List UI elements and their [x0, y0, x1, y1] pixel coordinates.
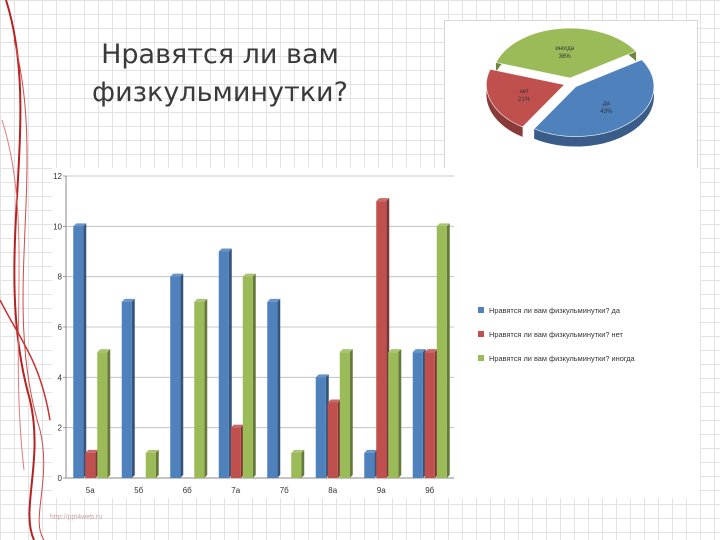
bar-top-3-1: [230, 424, 244, 428]
pie-chart-panel: иногда 36% да 43% нет 21%: [444, 20, 698, 177]
bar-side-2-0: [180, 273, 184, 478]
bar-1-0: [121, 301, 132, 478]
pie-slice-label-1: да: [603, 101, 611, 107]
bar-0-1: [85, 452, 96, 478]
pie-slice-label-2: нет: [519, 89, 528, 95]
bar-top-0-2: [97, 349, 111, 353]
bar-top-5-2: [339, 349, 353, 353]
bar-top-4-2: [291, 449, 305, 453]
x-tick-label-2: 6б: [183, 486, 192, 495]
bar-3-1: [230, 427, 241, 478]
pie-slice-value-0: 36%: [559, 54, 572, 60]
bar-side-1-0: [131, 298, 135, 478]
bar-top-5-0: [315, 374, 329, 378]
bar-1-2: [145, 452, 156, 478]
pie-slice-2: [486, 68, 566, 128]
slide-title-line-2: физкульминутки?: [92, 77, 348, 108]
bar-5-2: [339, 352, 350, 478]
bar-6-0: [364, 452, 375, 478]
legend-label-2: Нравятся ли вам физкульминутки? иногда: [489, 354, 636, 363]
bar-0-2: [97, 352, 108, 478]
bar-side-4-0: [277, 298, 281, 478]
bar-6-2: [388, 352, 399, 478]
bar-4-0: [267, 301, 278, 478]
x-tick-label-3: 7а: [231, 486, 240, 495]
bar-chart: 0 2 4 6 8 10 12 5а 5б 6б 7а 7б 8а 9а 9б Нравятся ли вам…: [53, 172, 636, 495]
bar-chart-panel: 0 2 4 6 8 10 12 5а 5б 6б 7а 7б 8а 9а 9б Нравятся ли вам…: [52, 168, 700, 498]
x-tick-label-4: 7б: [280, 486, 289, 495]
bar-0-0: [73, 226, 84, 478]
bar-top-7-2: [436, 223, 450, 227]
bar-side-0-2: [107, 349, 111, 478]
bar-top-5-1: [327, 399, 341, 403]
bar-side-0-0: [83, 223, 87, 478]
x-tick-label-0: 5а: [86, 486, 95, 495]
footer-url: http://ppt4web.ru: [50, 514, 103, 521]
bar-4-2: [291, 452, 302, 478]
bar-3-0: [218, 251, 229, 478]
bar-top-3-2: [242, 273, 256, 277]
slide-title-line-1: Нравятся ли вам: [101, 39, 339, 70]
bar-side-1-2: [155, 449, 159, 478]
legend-swatch-1: [478, 331, 484, 337]
bar-side-5-2: [349, 349, 353, 478]
bar-5-1: [327, 402, 338, 478]
x-tick-label-6: 9а: [377, 486, 386, 495]
y-tick-label-4: 8: [58, 273, 63, 282]
bar-side-3-2: [252, 273, 256, 478]
legend-label-1: Нравятся ли вам физкульминутки? нет: [489, 330, 623, 339]
y-tick-label-0: 0: [58, 474, 63, 483]
legend-label-0: Нравятся ли вам физкульминутки? да: [489, 306, 621, 315]
y-tick-label-3: 6: [58, 323, 63, 332]
y-tick-label-5: 10: [53, 222, 62, 231]
x-tick-label-7: 9б: [425, 486, 434, 495]
bar-5-0: [315, 377, 326, 478]
bar-7-1: [424, 352, 435, 478]
bar-side-2-2: [204, 298, 208, 478]
bar-side-6-2: [398, 349, 402, 478]
bar-top-6-2: [388, 349, 402, 353]
bar-top-1-0: [121, 298, 135, 302]
pie-slice-0: [495, 27, 637, 79]
bar-side-7-2: [446, 223, 450, 478]
bar-top-0-1: [85, 449, 99, 453]
pie-slice-label-0: иногда: [555, 46, 574, 52]
x-tick-label-5: 8а: [328, 486, 337, 495]
bar-top-1-2: [145, 449, 159, 453]
pie-slice-1: [533, 59, 655, 137]
y-tick-label-2: 4: [58, 373, 63, 382]
y-tick-label-6: 12: [53, 172, 62, 181]
y-tick-label-1: 2: [58, 424, 63, 433]
pie-slice-value-2: 21%: [518, 97, 531, 103]
legend-swatch-0: [478, 307, 484, 313]
bar-3-2: [242, 276, 253, 478]
bar-top-2-0: [170, 273, 184, 277]
bar-top-3-0: [218, 248, 232, 252]
pie-chart: иногда 36% да 43% нет 21%: [486, 27, 655, 147]
bar-7-2: [436, 226, 447, 478]
slide-title: Нравятся ли вам физкульминутки?: [70, 36, 370, 112]
bar-top-6-1: [376, 198, 390, 202]
bar-top-7-0: [412, 349, 426, 353]
bar-top-6-0: [364, 449, 378, 453]
bar-top-7-1: [424, 349, 438, 353]
bar-7-0: [412, 352, 423, 478]
bar-side-4-2: [301, 449, 305, 478]
pie-slice-value-1: 43%: [600, 109, 613, 115]
bar-top-4-0: [267, 298, 281, 302]
bar-2-0: [170, 276, 181, 478]
x-tick-label-1: 5б: [134, 486, 143, 495]
slide-side-decoration: [0, 0, 51, 540]
bar-top-0-0: [73, 223, 87, 227]
bar-top-2-2: [194, 298, 208, 302]
legend-swatch-2: [478, 355, 484, 361]
bar-6-1: [376, 201, 387, 478]
bar-2-2: [194, 301, 205, 478]
bar-side-3-0: [228, 248, 232, 478]
